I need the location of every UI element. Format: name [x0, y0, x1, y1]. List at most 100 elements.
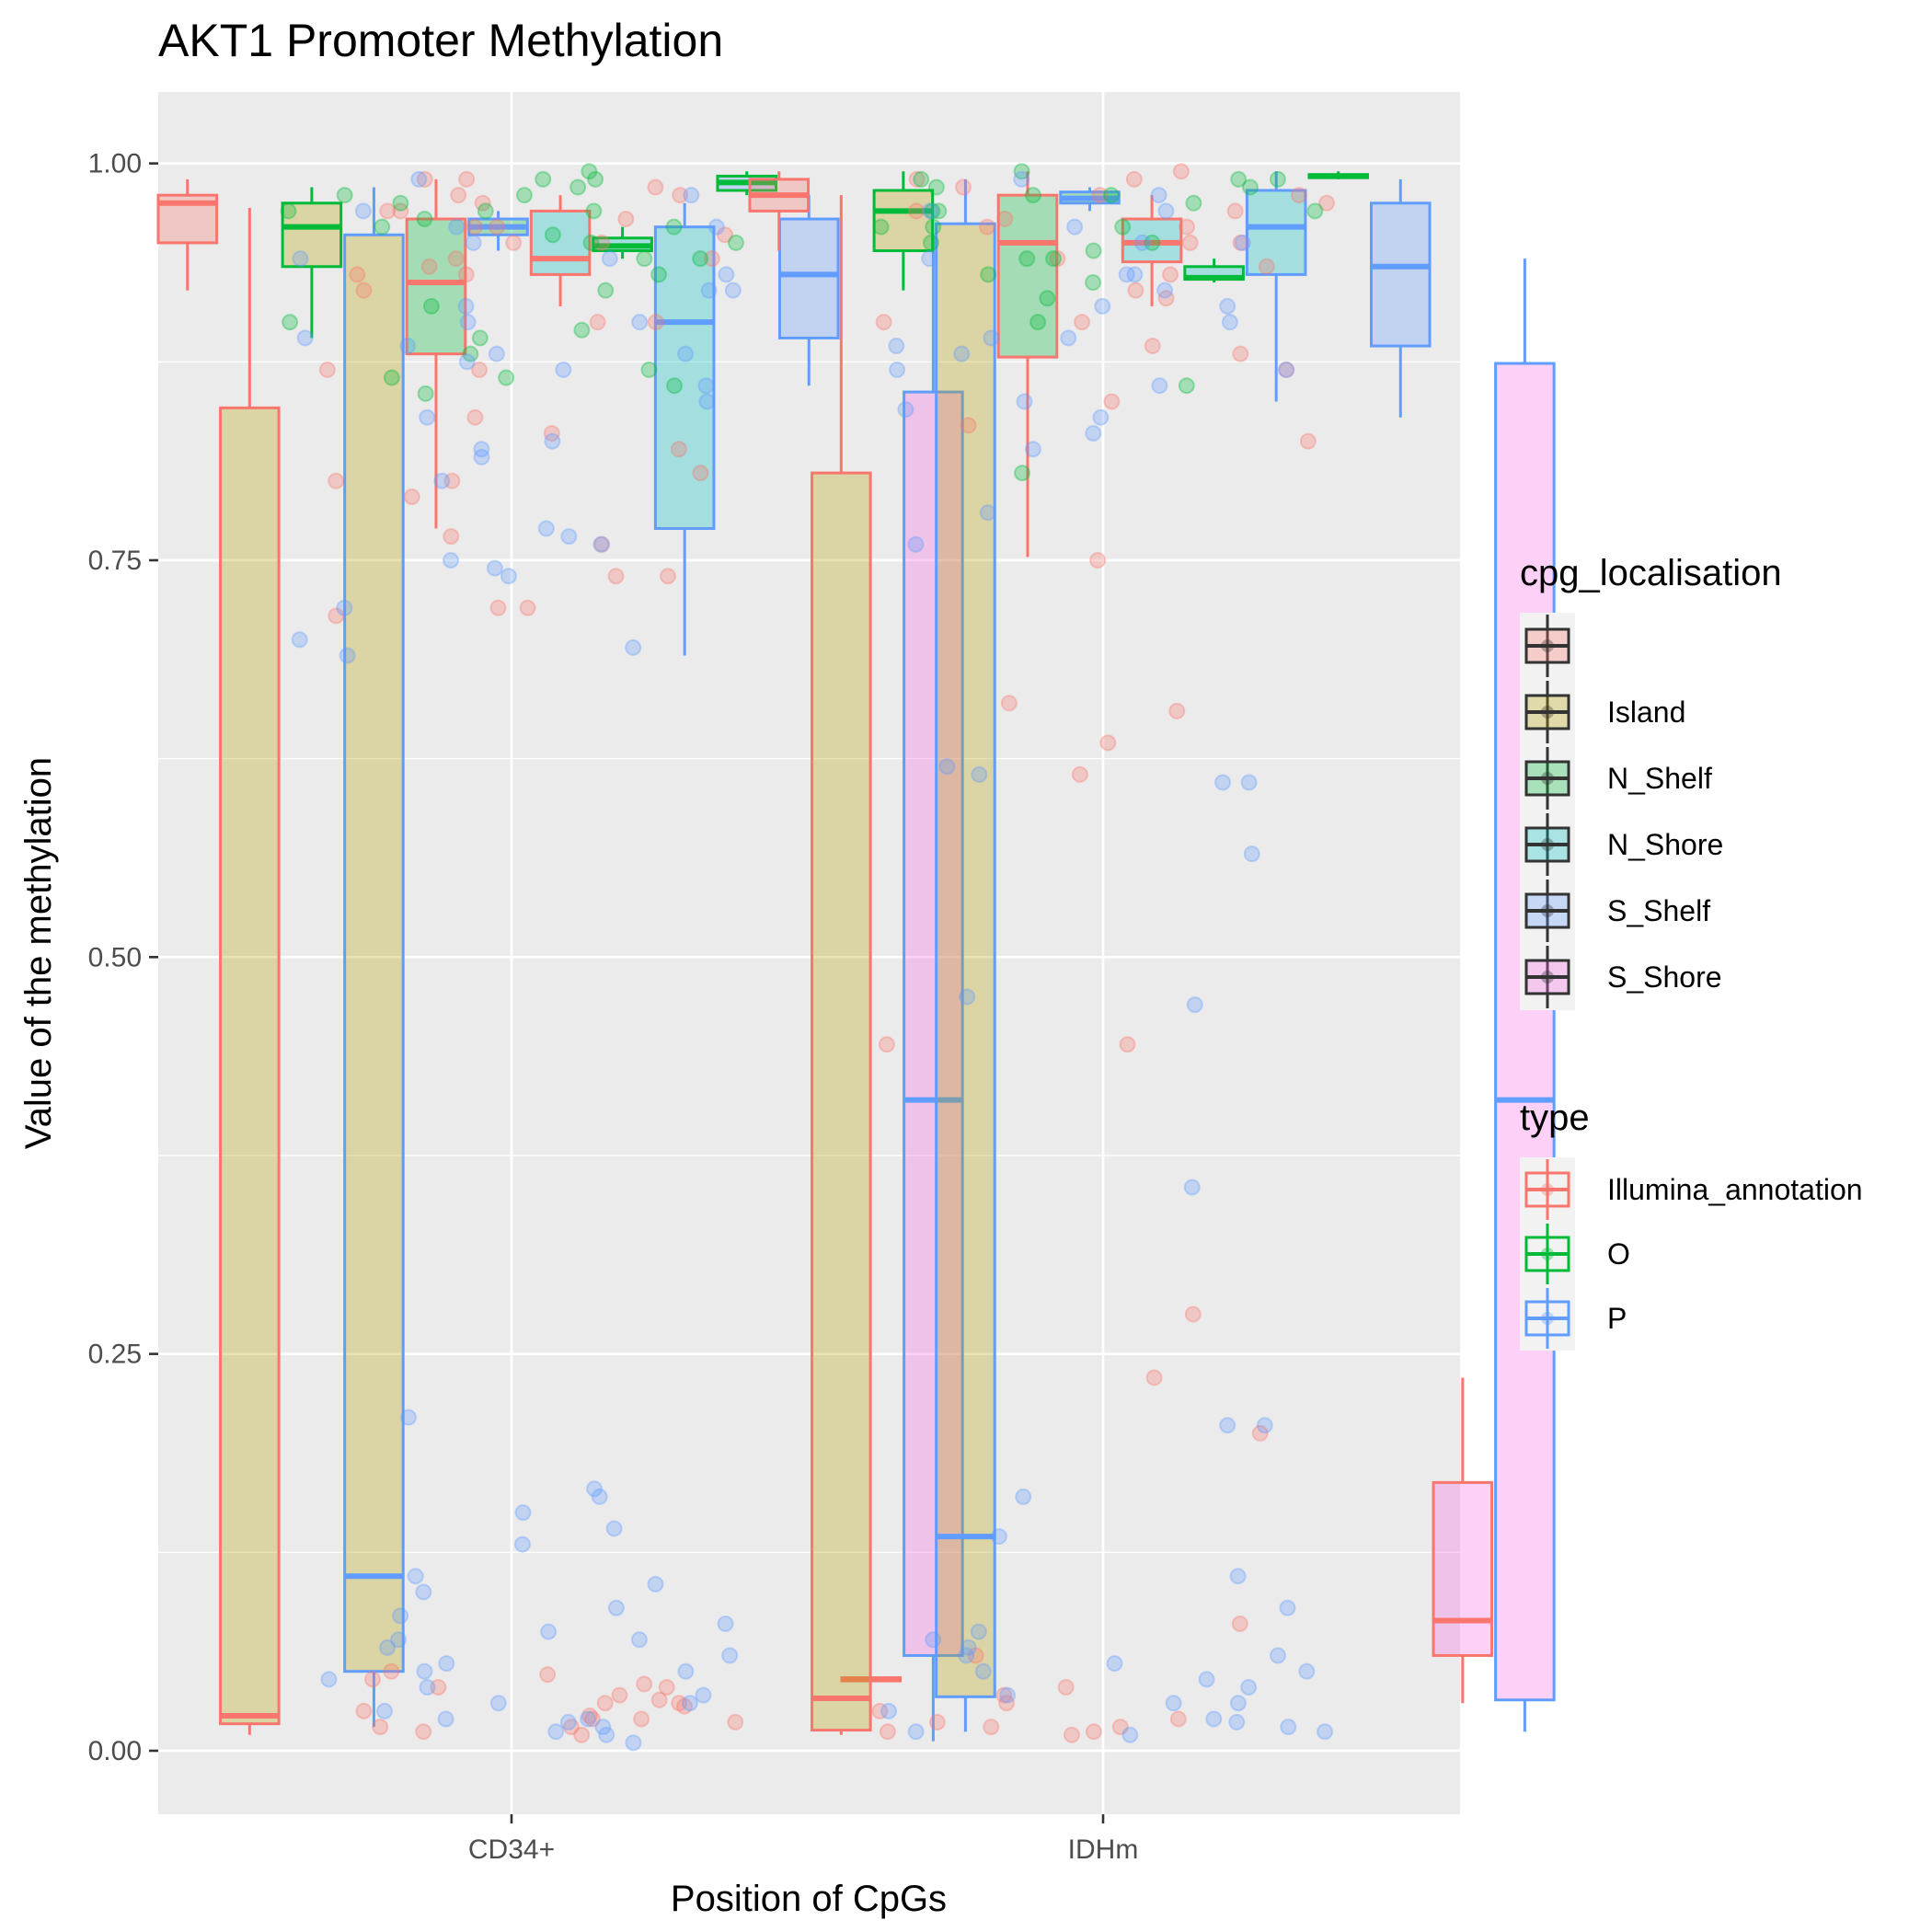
- data-point-O: [1014, 465, 1031, 482]
- data-point-P: [560, 528, 578, 546]
- data-point-P: [717, 1615, 734, 1632]
- legend-key-point: [1541, 904, 1554, 917]
- data-point-P: [1229, 1568, 1247, 1585]
- data-point-P: [907, 1723, 925, 1741]
- data-point-P: [379, 1639, 397, 1656]
- data-point-Illumina_annotation: [443, 472, 461, 489]
- data-point-P: [999, 1686, 1017, 1704]
- data-point-P: [1094, 297, 1111, 315]
- data-point-Illumina_annotation: [383, 1662, 400, 1680]
- data-point-Illumina_annotation: [650, 1691, 668, 1708]
- data-point-P: [486, 559, 503, 577]
- data-point-P: [1298, 1662, 1316, 1680]
- data-point-P: [625, 1734, 642, 1752]
- data-point-O: [416, 211, 433, 228]
- data-point-O: [336, 187, 353, 204]
- data-point-Illumina_annotation: [1125, 170, 1143, 188]
- data-point-P: [459, 314, 477, 331]
- data-point-P: [1066, 218, 1084, 236]
- data-point-Illumina_annotation: [355, 1702, 373, 1719]
- data-point-P: [921, 250, 938, 268]
- box-IDHm-N_Shelf-Illumina_annotation: [996, 171, 1059, 558]
- data-point-P: [1085, 424, 1102, 442]
- data-point-Illumina_annotation: [1049, 250, 1066, 268]
- data-point-Illumina_annotation: [349, 266, 366, 283]
- data-point-Illumina_annotation: [1291, 187, 1308, 204]
- box-body: [1370, 201, 1432, 348]
- data-point-O: [930, 202, 948, 220]
- data-point-Illumina_annotation: [658, 1678, 675, 1696]
- data-point-P: [419, 408, 436, 426]
- data-point-P: [1016, 393, 1033, 410]
- data-point-O: [1102, 187, 1120, 204]
- data-point-O: [666, 377, 684, 395]
- data-point-Illumina_annotation: [562, 1719, 580, 1736]
- data-point-P: [631, 314, 649, 331]
- data-point-P: [1279, 1599, 1296, 1616]
- data-point-O: [462, 345, 479, 362]
- data-point-O: [636, 250, 653, 268]
- data-point-P: [974, 1662, 992, 1680]
- data-point-P: [925, 1631, 942, 1649]
- data-point-O: [1039, 290, 1056, 307]
- data-point-P: [1092, 408, 1110, 426]
- y-tick-label: 0.50: [88, 942, 142, 972]
- data-point-P: [1317, 1723, 1334, 1741]
- legend-label-color: O: [1607, 1237, 1630, 1271]
- data-point-Illumina_annotation: [450, 187, 467, 204]
- data-point-Illumina_annotation: [403, 488, 420, 505]
- box-IDHm-N_Shore-O: [1183, 259, 1245, 283]
- data-point-Illumina_annotation: [983, 1719, 1000, 1736]
- legend-label-fill: Island: [1607, 696, 1685, 729]
- data-point-Illumina_annotation: [875, 314, 892, 331]
- data-point-Illumina_annotation: [908, 170, 926, 188]
- data-point-P: [1118, 266, 1135, 283]
- data-point-P: [1060, 329, 1077, 347]
- data-point-Illumina_annotation: [596, 1695, 614, 1712]
- data-point-O: [569, 178, 587, 196]
- data-point-P: [513, 1535, 531, 1553]
- data-point-Illumina_annotation: [967, 1647, 984, 1664]
- data-point-P: [607, 1599, 625, 1616]
- data-point-Illumina_annotation: [1184, 1305, 1202, 1323]
- data-point-O: [872, 218, 890, 236]
- data-point-O: [471, 329, 489, 347]
- data-point-O: [422, 297, 440, 315]
- data-point-O: [925, 218, 942, 236]
- legend-key-point: [1541, 1248, 1554, 1260]
- data-point-Illumina_annotation: [1258, 258, 1275, 275]
- data-point-P: [473, 448, 490, 466]
- data-point-P: [1280, 1719, 1297, 1736]
- data-point-Illumina_annotation: [573, 1726, 591, 1743]
- data-point-Illumina_annotation: [1232, 345, 1249, 362]
- data-point-O: [640, 361, 658, 378]
- data-point-P: [473, 441, 490, 458]
- data-point-Illumina_annotation: [593, 535, 611, 553]
- data-point-P: [598, 1726, 615, 1743]
- data-point-Illumina_annotation: [489, 218, 506, 236]
- data-point-P: [488, 345, 505, 362]
- box-IDHm-S_Shore-P: [1494, 259, 1556, 1732]
- data-point-Illumina_annotation: [328, 472, 345, 489]
- y-tick-label: 0.75: [88, 546, 142, 576]
- box-body: [343, 233, 405, 1673]
- data-point-P: [392, 1607, 409, 1625]
- data-point-O: [980, 266, 997, 283]
- data-point-P: [1219, 297, 1236, 315]
- data-point-Illumina_annotation: [592, 234, 610, 251]
- box-IDHm-S_Shelf-O: [1307, 171, 1369, 179]
- data-point-Illumina_annotation: [458, 170, 476, 188]
- data-point-P: [1165, 1695, 1182, 1712]
- data-point-P: [407, 1568, 424, 1585]
- data-point-O: [922, 234, 939, 251]
- box-body: [405, 217, 467, 356]
- data-point-Illumina_annotation: [1162, 266, 1179, 283]
- box-CD34+-N_Shelf-P: [467, 211, 529, 251]
- data-point-P: [700, 282, 718, 299]
- data-point-Illumina_annotation: [1085, 1723, 1102, 1741]
- data-point-O: [1114, 218, 1132, 236]
- data-point-P: [591, 1488, 608, 1505]
- box-body: [529, 209, 592, 276]
- data-point-P: [681, 1695, 698, 1712]
- data-point-P: [907, 535, 925, 553]
